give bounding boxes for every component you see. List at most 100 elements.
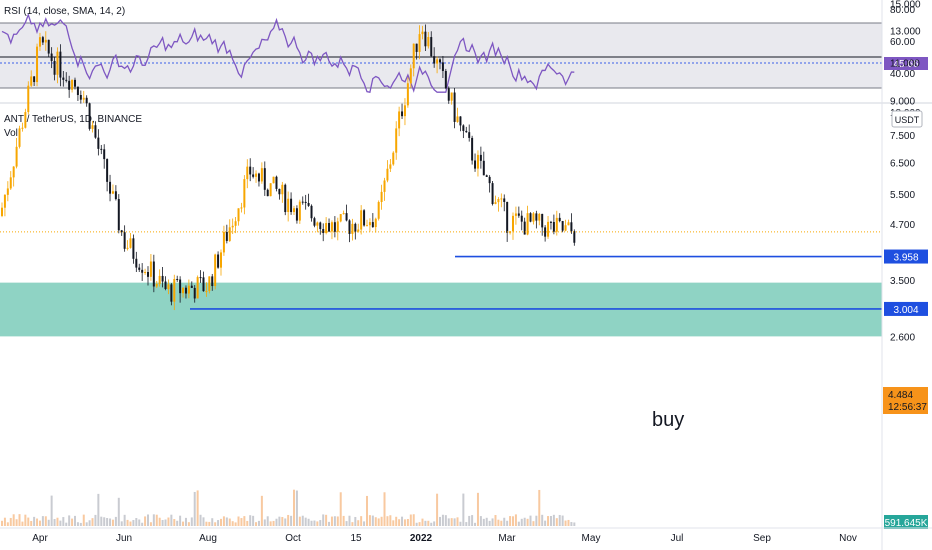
volume-bar [348,515,351,526]
volume-bar [439,516,441,526]
volume-bar [500,520,503,526]
currency-button[interactable] [891,110,923,128]
candle-body [50,53,53,61]
candle-body [132,238,135,259]
volume-bar [234,522,237,526]
candle-body [208,276,211,292]
candle-body [307,202,310,206]
candle-body [447,88,450,101]
candle-body [187,285,190,294]
volume-bar [497,519,500,526]
volume-bar [228,518,231,526]
volume-bar [547,516,550,526]
volume-bar [106,518,109,526]
volume-bar [552,514,555,526]
volume-bar [155,514,158,526]
candle-body [512,215,514,232]
candle-body [485,175,488,177]
volume-tag [884,515,928,529]
candle-body [272,176,275,184]
volume-bar [313,520,316,526]
volume-bar [161,519,164,526]
candle-body [263,168,266,190]
volume-bar [564,520,567,526]
rsi-tick-label: 80.00 [890,5,915,16]
volume-bar [9,517,12,526]
volume-bar [383,492,386,526]
rsi-value-label: 45.66 [893,59,918,70]
candle-body [316,222,319,226]
candle-body [351,223,354,234]
candle-body [176,278,179,280]
candle-body [225,232,228,241]
candle-body [164,281,167,290]
volume-bar [6,522,9,526]
candle-body [412,43,415,69]
volume-bar [468,515,471,526]
volume-bar [170,514,173,526]
candle-body [482,160,485,176]
volume-bar [538,489,541,526]
volume-bar [450,518,453,526]
volume-bar [295,490,298,526]
volume-bar [94,514,97,526]
volume-bar [403,519,406,526]
volume-bar [59,520,62,526]
candle-body [403,105,406,117]
candle-body [328,223,331,232]
volume-bar [123,514,126,526]
candle-body [228,227,231,241]
candle-body [552,221,555,232]
candle-body [100,148,103,150]
volume-bar [114,516,117,526]
candle-body [450,92,453,101]
volume-bar [117,497,120,526]
candle-body [558,217,561,222]
candle-body [88,103,91,129]
candle-body [82,97,85,100]
volume-bar [211,518,214,526]
volume-bar [491,518,494,526]
candle-body [474,160,477,169]
volume-bar [366,495,368,526]
time-tick-label: 15 [350,533,362,544]
volume-bar [544,520,547,526]
candle-body [123,232,126,249]
candle-body [570,222,573,232]
candle-body [56,51,59,75]
candle-body [62,77,65,80]
price-axis: 15.000 13.000 11.000 9.000 7.500 6.500 5.500 4.… [890,0,921,343]
volume-bar [310,520,313,526]
time-tick-label: Mar [498,533,516,544]
volume-bar [15,519,18,526]
volume-bar [520,518,523,526]
rsi-band [0,23,882,88]
candle-body [555,217,558,232]
volume-bar [47,519,50,526]
time-tick-label: Oct [285,533,301,544]
candle-body [342,213,345,215]
candle-body [313,218,316,226]
candle-body [386,168,389,181]
candle-body [479,154,482,161]
volume-bar [415,522,418,526]
rsi-title: RSI (14, close, SMA, 14, 2) [4,6,125,17]
volume-bar [293,489,295,526]
candle-body [304,201,307,203]
volume-bar [100,516,103,526]
candle-body [468,132,471,138]
volume-bar [179,515,182,526]
candle-body [220,252,222,268]
volume-bar [570,522,573,526]
volume-bar [406,518,409,526]
candle-body [427,37,430,47]
candle-body [439,59,441,63]
volume-bar [91,518,94,526]
candle-body [538,213,541,221]
volume-bar [351,522,354,526]
candle-body [255,173,258,177]
volume-bar [328,521,331,526]
candle-body [298,201,301,221]
rsi-value-tag [884,57,928,70]
